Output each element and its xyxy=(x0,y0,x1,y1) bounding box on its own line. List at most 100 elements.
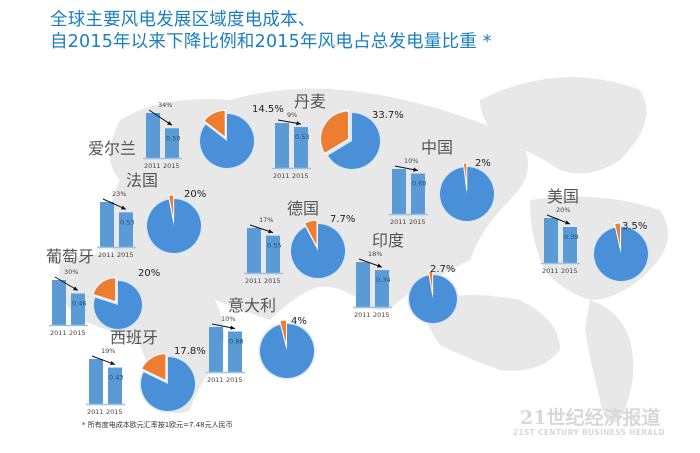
year-label-2011: 2011 xyxy=(87,408,104,416)
title-line-2: 自2015年以来下降比例和2015年风电占总发电量比重 * xyxy=(50,32,492,52)
cost-2015-label: 0.53 xyxy=(120,218,134,226)
country-label: 印度 xyxy=(372,231,404,250)
share-label: 17.8% xyxy=(174,346,206,357)
bar-2015 xyxy=(71,293,85,325)
country-label: 丹麦 xyxy=(294,92,326,111)
title-line-1: 全球主要风电发展区域度电成本、 xyxy=(50,10,316,30)
country-group: 德国 2011 2015 0.55 17% 7.7% xyxy=(244,199,355,285)
year-label-2015: 2015 xyxy=(163,162,180,170)
decline-arrow xyxy=(148,109,173,126)
country-group: 美国 2011 2015 0.39 20% 3.5% xyxy=(541,187,650,283)
cost-2015-label: 0.39 xyxy=(564,233,578,241)
year-label-2011: 2011 xyxy=(50,329,67,337)
decline-label: 10% xyxy=(404,157,418,165)
cost-2015-label: 0.55 xyxy=(267,242,281,250)
country-label: 中国 xyxy=(421,138,453,157)
country-group: 法国 2011 2015 0.53 23% 20% xyxy=(97,171,206,259)
country-group: 爱尔兰 2011 2015 0.50 34% 14.5% xyxy=(88,101,284,170)
year-label-2015: 2015 xyxy=(373,311,390,319)
arrow-head-icon xyxy=(73,286,78,291)
year-label-2011: 2011 xyxy=(207,376,224,384)
bar-2011 xyxy=(100,202,114,247)
share-label: 14.5% xyxy=(252,104,284,115)
arrow-head-icon xyxy=(121,205,126,210)
cost-2015-label: 0.60 xyxy=(412,180,426,188)
cost-2015-label: 0.53 xyxy=(295,133,309,141)
pie-slice-wind-share xyxy=(279,319,287,348)
bar-2015 xyxy=(563,227,577,263)
year-label-2015: 2015 xyxy=(226,376,243,384)
decline-label: 18% xyxy=(368,250,382,258)
pie-slice-wind-share xyxy=(428,270,434,296)
country-label: 意大利 xyxy=(228,296,276,315)
bar-2015 xyxy=(119,212,133,247)
year-label-2011: 2011 xyxy=(273,172,290,180)
arrow-head-icon xyxy=(268,229,273,234)
bar-2011 xyxy=(247,228,261,273)
pie-slice-other xyxy=(328,113,380,170)
pie-slice-other xyxy=(594,227,648,281)
year-label-2015: 2015 xyxy=(69,329,86,337)
year-label-2015: 2015 xyxy=(409,218,426,226)
pie-slice-other xyxy=(146,199,201,254)
year-label-2011: 2011 xyxy=(98,251,115,259)
bar-2011 xyxy=(52,280,66,325)
share-label: 20% xyxy=(184,189,206,200)
pie-slice-wind-share xyxy=(320,110,350,155)
country-group: 意大利 2011 2015 0.88 10% 4% xyxy=(206,296,316,384)
pie-slice-other xyxy=(141,357,196,411)
bar-2011 xyxy=(392,169,406,214)
country-label: 西班牙 xyxy=(110,328,158,347)
share-label: 2.7% xyxy=(430,264,455,275)
country-group: 印度 2011 2015 0.34 18% 2.7% xyxy=(353,231,459,325)
year-label-2011: 2011 xyxy=(542,267,559,275)
country-label: 法国 xyxy=(126,171,158,190)
bar-2011 xyxy=(544,218,558,263)
bar-2015 xyxy=(266,235,280,273)
country-group: 中国 2011 2015 0.60 10% 2% xyxy=(389,138,496,226)
bar-2015 xyxy=(108,367,122,404)
year-label-2011: 2011 xyxy=(245,277,262,285)
decline-label: 23% xyxy=(112,190,126,198)
cost-2015-label: 0.43 xyxy=(109,374,123,382)
bar-2011 xyxy=(89,359,103,404)
pie-slice-wind-share xyxy=(203,109,226,139)
cost-2015-label: 0.34 xyxy=(376,276,390,284)
bar-2011 xyxy=(356,262,370,307)
year-label-2011: 2011 xyxy=(390,218,407,226)
share-label: 4% xyxy=(291,316,307,327)
year-label-2011: 2011 xyxy=(354,311,371,319)
decline-label: 34% xyxy=(158,101,172,109)
country-group: 西班牙 2011 2015 0.43 19% 17.8% xyxy=(86,328,206,416)
arrow-head-icon xyxy=(565,220,570,225)
pie-slice-other xyxy=(199,114,254,169)
share-label: 3.5% xyxy=(622,221,647,232)
country-label: 爱尔兰 xyxy=(88,139,136,158)
footnote: * 所有度电成本欧元汇率按1欧元=7.48元人民币 xyxy=(82,421,233,429)
pie-slice-other xyxy=(439,167,494,221)
year-label-2015: 2015 xyxy=(292,172,309,180)
decline-label: 9% xyxy=(287,111,297,119)
arrow-head-icon xyxy=(413,167,418,172)
country-label: 德国 xyxy=(287,199,319,218)
bar-2015 xyxy=(228,331,242,372)
pie-slice-wind-share xyxy=(92,277,117,303)
decline-label: 20% xyxy=(556,206,570,214)
pie-slice-wind-share xyxy=(614,222,622,251)
cost-2015-label: 0.50 xyxy=(166,134,180,142)
share-label: 7.7% xyxy=(330,214,355,225)
cost-2015-label: 0.88 xyxy=(229,338,243,346)
bar-2015 xyxy=(165,128,179,158)
arrow-head-icon xyxy=(377,263,382,268)
share-label: 20% xyxy=(138,268,160,279)
decline-label: 17% xyxy=(259,216,273,224)
arrow-head-icon xyxy=(296,121,301,126)
pie-slice-wind-share xyxy=(462,162,468,191)
pie-slice-wind-share xyxy=(140,353,167,382)
country-label: 美国 xyxy=(547,187,579,206)
bar-2015 xyxy=(375,270,389,307)
decline-label: 10% xyxy=(221,315,235,323)
decline-label: 30% xyxy=(64,268,78,276)
year-label-2015: 2015 xyxy=(264,277,281,285)
